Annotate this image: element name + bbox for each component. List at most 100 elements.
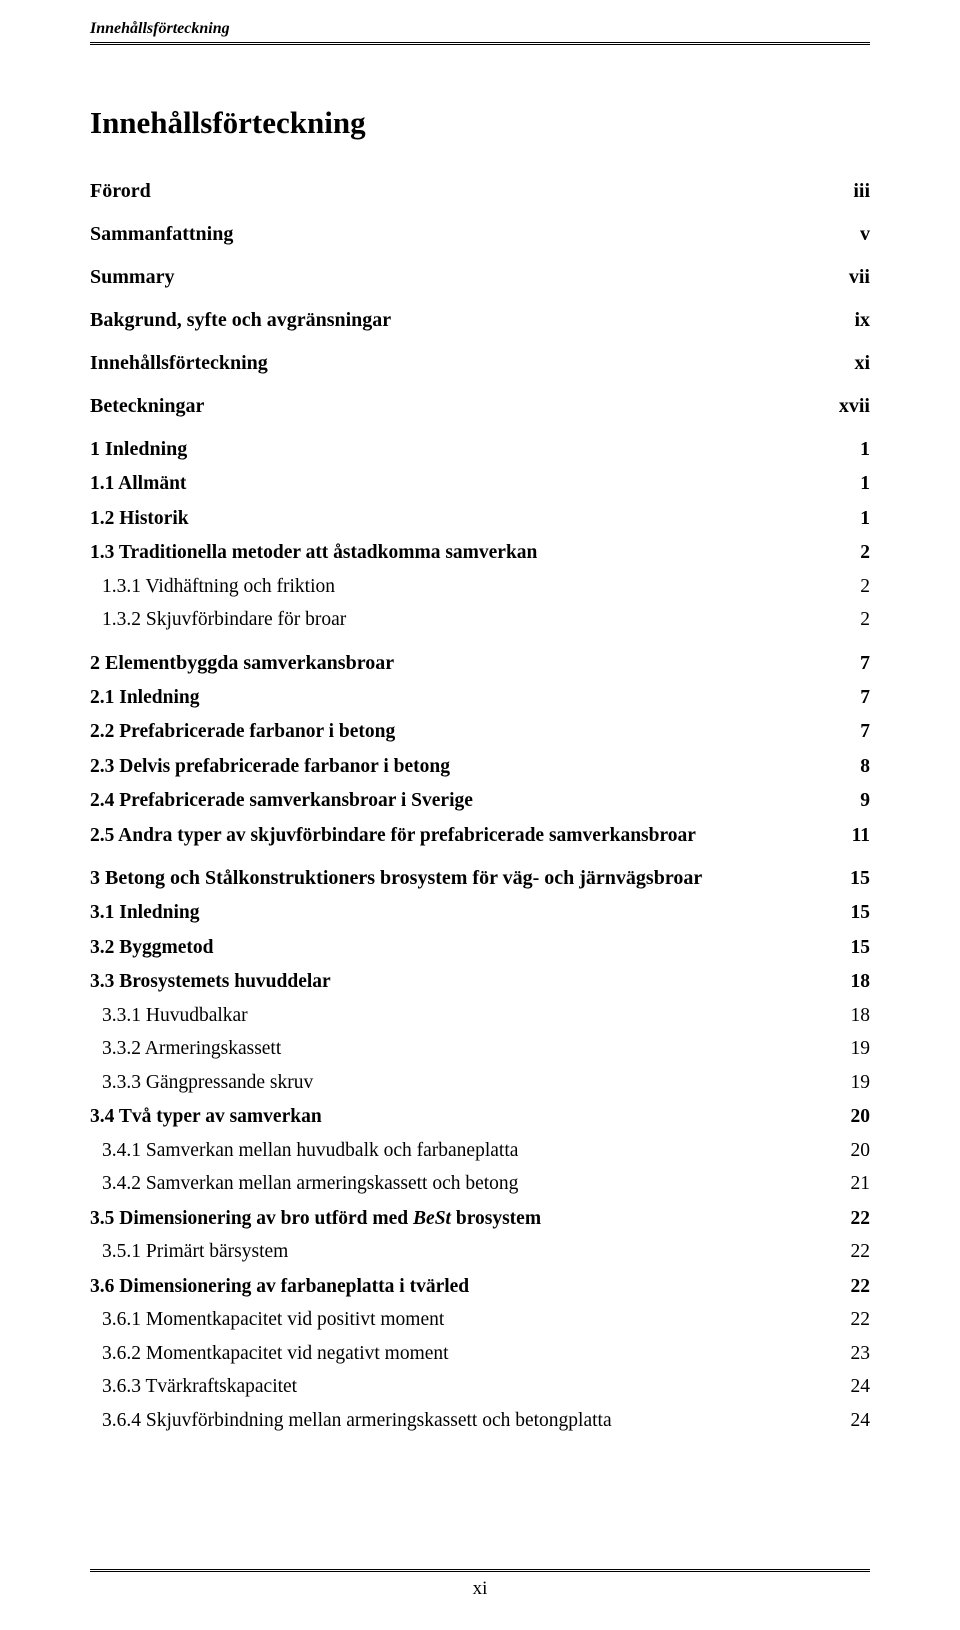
toc-entry-page: 8 [830,757,870,777]
toc-entry-label: 3.6.3 Tvärkraftskapacitet [102,1377,297,1397]
toc-entry: 1.3.2 Skjuvförbindare för broar 2 [90,610,870,630]
toc-entry-page: 15 [830,903,870,923]
toc-entry: 3.2 Byggmetod 15 [90,938,870,958]
toc-entry-page: 15 [830,868,870,888]
toc-entry: 3.3.3 Gängpressande skruv 19 [90,1073,870,1093]
toc-entry-page: 18 [830,1006,870,1026]
toc-entry-label: Sammanfattning [90,224,233,244]
toc-entry-label: 2.1 Inledning [90,688,199,708]
toc-entry-page: 15 [830,938,870,958]
toc-entry-label: Förord [90,181,151,201]
toc-entry: 3.6.1 Momentkapacitet vid positivt momen… [90,1310,870,1330]
toc-entry-label: 3.3.2 Armeringskassett [102,1039,281,1059]
toc-entry-page: 23 [830,1344,870,1364]
toc-entry-page: xvii [830,396,870,416]
toc-entry-page: 21 [830,1174,870,1194]
toc-entry-label: 3.4 Två typer av samverkan [90,1107,322,1127]
toc-entry-page: 1 [830,474,870,494]
toc-entry-page: 22 [830,1310,870,1330]
toc-entry-label: 3.6 Dimensionering av farbaneplatta i tv… [90,1277,469,1297]
toc-entry: 2.5 Andra typer av skjuvförbindare för p… [90,826,870,846]
toc-entry: 1.1 Allmänt1 [90,474,870,494]
toc-entry: Summary vii [90,267,870,287]
toc-entry-label: 3.3.1 Huvudbalkar [102,1006,248,1026]
toc-entry-page: 2 [830,543,870,563]
toc-entry-label: 2.4 Prefabricerade samverkansbroar i Sve… [90,791,473,811]
toc-entry: 1 Inledning 1 [90,439,870,459]
toc-entry-label-italic: BeSt [413,1208,451,1229]
toc-entry: Förordiii [90,181,870,201]
toc-entry-label: 3 Betong och Stålkonstruktioners brosyst… [90,868,702,888]
toc-entry: 2.3 Delvis prefabricerade farbanor i bet… [90,757,870,777]
toc-entry-label: 3.4.1 Samverkan mellan huvudbalk och far… [102,1141,518,1161]
page-number: xi [90,1578,870,1600]
toc-entry: 1.2 Historik 1 [90,509,870,529]
toc-entry-label: 3.2 Byggmetod [90,938,214,958]
toc-entry: 2.2 Prefabricerade farbanor i betong 7 [90,722,870,742]
toc-entry-label: 2.5 Andra typer av skjuvförbindare för p… [90,826,696,846]
toc-entry: Beteckningar xvii [90,396,870,416]
toc-entry: 3 Betong och Stålkonstruktioners brosyst… [90,868,870,888]
toc-entry-label: 3.5 Dimensionering av bro utförd med BeS… [90,1209,541,1229]
toc-entry-label-pre: 3.5 Dimensionering av bro utförd med [90,1208,413,1229]
toc-entry-label: 1.3.1 Vidhäftning och friktion [102,577,335,597]
toc-entry-label: 1 Inledning [90,439,187,459]
toc-entry: 3.4 Två typer av samverkan20 [90,1107,870,1127]
toc-entry-label: 3.5.1 Primärt bärsystem [102,1242,288,1262]
toc-entry-page: 22 [830,1242,870,1262]
toc-entry: Bakgrund, syfte och avgränsningar ix [90,310,870,330]
toc-entry-page: 22 [830,1209,870,1229]
toc-entry-label: 1.3.2 Skjuvförbindare för broar [102,610,346,630]
toc-entry: 1.3.1 Vidhäftning och friktion 2 [90,577,870,597]
toc-entry: 3.3.1 Huvudbalkar 18 [90,1006,870,1026]
toc-entry-label: 2.2 Prefabricerade farbanor i betong [90,722,395,742]
toc-entry-page: 24 [830,1377,870,1397]
toc-entry-page: 1 [830,509,870,529]
toc-entry-page: 20 [830,1141,870,1161]
toc-entry: 2.4 Prefabricerade samverkansbroar i Sve… [90,791,870,811]
toc-entry: 3.6.4 Skjuvförbindning mellan armeringsk… [90,1411,870,1431]
toc-entry-page: 24 [830,1411,870,1431]
toc-entry: 3.4.1 Samverkan mellan huvudbalk och far… [90,1141,870,1161]
toc-entry: 3.6.2 Momentkapacitet vid negativt momen… [90,1344,870,1364]
toc-entry-label: Summary [90,267,174,287]
toc-entry: 3.1 Inledning 15 [90,903,870,923]
toc-entry-label: 1.2 Historik [90,509,189,529]
toc-entry-label: 1.3 Traditionella metoder att åstadkomma… [90,543,537,563]
toc-entry-page: vii [830,267,870,287]
toc-list: Förordiii Sammanfattningv Summary vii Bakgru… [90,181,870,1430]
toc-entry-label-post: brosystem [451,1208,541,1229]
toc-entry: 3.6.3 Tvärkraftskapacitet 24 [90,1377,870,1397]
toc-entry: 1.3 Traditionella metoder att åstadkomma… [90,543,870,563]
toc-entry: 3.3.2 Armeringskassett 19 [90,1039,870,1059]
toc-entry-page: 19 [830,1073,870,1093]
toc-entry-page: 1 [830,439,870,459]
toc-entry-label: 3.3.3 Gängpressande skruv [102,1073,313,1093]
toc-entry-page: ix [830,310,870,330]
toc-entry-page: 19 [830,1039,870,1059]
toc-entry-label: 3.1 Inledning [90,903,199,923]
toc-entry-label: 3.6.2 Momentkapacitet vid negativt momen… [102,1344,449,1364]
footer-rule [90,1569,870,1572]
toc-entry: 3.3 Brosystemets huvuddelar 18 [90,972,870,992]
header-title: Innehållsförteckning [90,20,870,40]
toc-entry-label: Beteckningar [90,396,204,416]
toc-entry-page: xi [830,353,870,373]
toc-entry-page: 18 [830,972,870,992]
toc-entry-page: 7 [830,722,870,742]
toc-entry-label: 3.4.2 Samverkan mellan armeringskassett … [102,1174,518,1194]
toc-entry-page: 7 [830,688,870,708]
toc-entry-page: 2 [830,610,870,630]
toc-entry: 3.4.2 Samverkan mellan armeringskassett … [90,1174,870,1194]
toc-entry-page: 7 [830,653,870,673]
toc-entry-label: 3.3 Brosystemets huvuddelar [90,972,331,992]
toc-entry: Sammanfattningv [90,224,870,244]
toc-entry: 3.6 Dimensionering av farbaneplatta i tv… [90,1277,870,1297]
toc-entry-page: 11 [830,826,870,846]
toc-entry-label: Bakgrund, syfte och avgränsningar [90,310,391,330]
toc-entry-page: 2 [830,577,870,597]
toc-entry: 2 Elementbyggda samverkansbroar 7 [90,653,870,673]
toc-entry-label: 2 Elementbyggda samverkansbroar [90,653,394,673]
toc-title: Innehållsförteckning [90,105,870,141]
toc-entry-label: Innehållsförteckning [90,353,268,373]
